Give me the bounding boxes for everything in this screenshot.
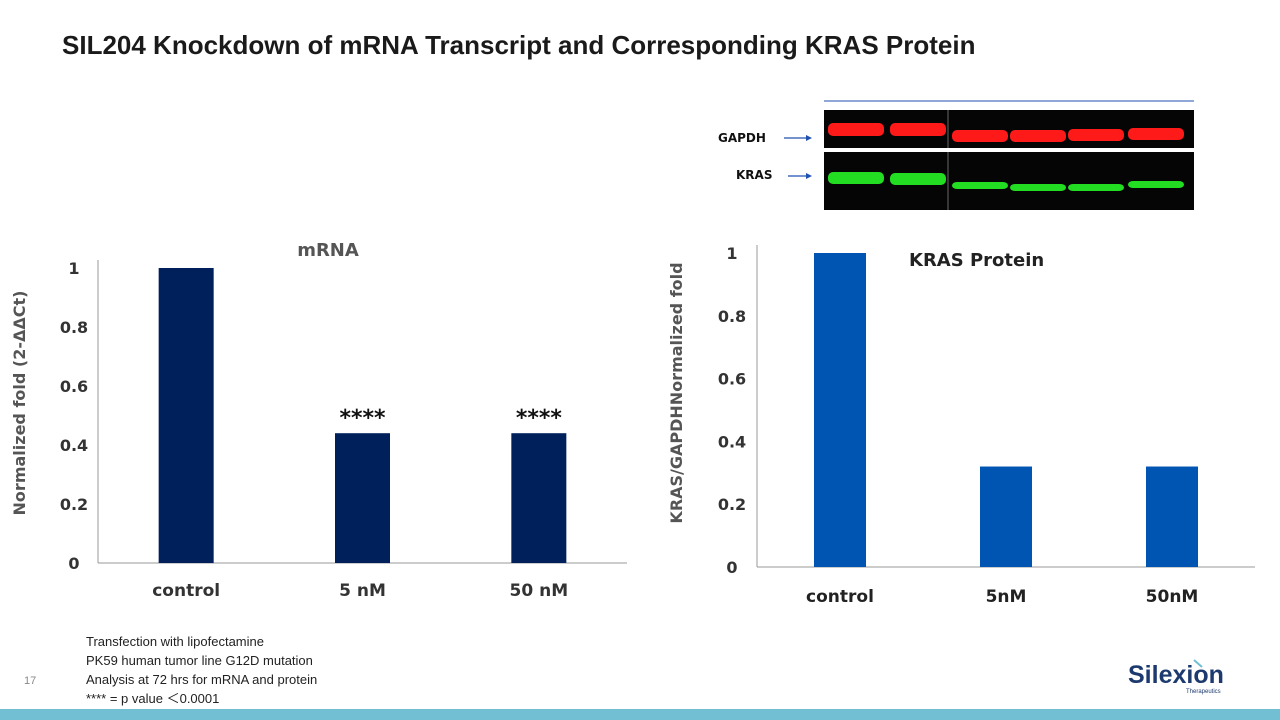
y-tick-label: 0 bbox=[68, 554, 79, 573]
y-tick-label: 0.4 bbox=[718, 432, 746, 451]
y-tick-label: 0.2 bbox=[718, 495, 746, 514]
blot-band bbox=[828, 123, 884, 136]
note-line: Analysis at 72 hrs for mRNA and protein bbox=[86, 672, 318, 687]
blot-band bbox=[952, 130, 1008, 142]
blot-band bbox=[1010, 184, 1066, 191]
bar-5nm bbox=[980, 466, 1032, 567]
note-line: Transfection with lipofectamine bbox=[86, 634, 264, 649]
blot-band bbox=[1010, 130, 1066, 142]
y-tick-label: 0.4 bbox=[60, 436, 88, 455]
footer-accent-bar bbox=[0, 709, 1280, 720]
x-tick-label: control bbox=[806, 587, 874, 607]
logo-name: Silexion bbox=[1128, 661, 1224, 689]
blot-band bbox=[1128, 128, 1184, 140]
y-tick-label: 0.8 bbox=[718, 307, 746, 326]
bar-50nm bbox=[1146, 466, 1198, 567]
blot-label-kras: KRAS bbox=[736, 168, 772, 182]
x-tick-label: 5nM bbox=[986, 587, 1027, 607]
logo-tagline: Therapeutics bbox=[1186, 689, 1221, 695]
y-tick-label: 0 bbox=[726, 558, 737, 577]
chart-title: KRAS Protein bbox=[909, 250, 1044, 271]
silexion-logo: Silexion Therapeutics bbox=[1128, 659, 1224, 695]
y-tick-label: 0.8 bbox=[60, 318, 88, 337]
y-axis-label: Normalized fold (2-ΔΔCt) bbox=[10, 291, 29, 516]
blot-band bbox=[828, 172, 884, 184]
y-tick-label: 0.6 bbox=[60, 377, 88, 396]
blot-band bbox=[1128, 181, 1184, 188]
bar-control bbox=[814, 253, 866, 567]
x-tick-label: 5 nM bbox=[339, 581, 386, 601]
page-number: 17 bbox=[24, 675, 37, 687]
bar-5-nm bbox=[335, 433, 390, 563]
blot-band bbox=[952, 182, 1008, 189]
mrna-chart: 0 0.2 0.4 0.6 0.8 1 control 5 nM **** 50 nM **** mR… bbox=[10, 240, 627, 601]
slide-title: SIL204 Knockdown of mRNA Transcript and … bbox=[62, 30, 976, 60]
bar-control bbox=[158, 268, 214, 563]
x-tick-label: 50 nM bbox=[510, 581, 569, 601]
blot-label-gapdh: GAPDH bbox=[718, 131, 766, 145]
y-tick-label: 0.6 bbox=[718, 370, 746, 389]
chart-title: mRNA bbox=[297, 240, 359, 261]
note-line: **** = p value ＜0.0001 bbox=[86, 691, 220, 706]
kras-arrow-icon bbox=[788, 173, 812, 179]
blot-panels bbox=[824, 110, 1194, 210]
blot-band bbox=[890, 123, 946, 136]
blot-band bbox=[1068, 184, 1124, 191]
western-blot: GAPDH KRAS bbox=[718, 100, 1194, 210]
note-line: PK59 human tumor line G12D mutation bbox=[86, 653, 313, 668]
y-tick-label: 0.2 bbox=[60, 495, 88, 514]
footnotes: Transfection with lipofectamine PK59 hum… bbox=[86, 632, 317, 708]
blot-band bbox=[1068, 129, 1124, 141]
y-tick-label: 1 bbox=[68, 259, 79, 278]
x-tick-label: control bbox=[152, 581, 220, 601]
bar-50-nm bbox=[511, 433, 567, 563]
kras-panel bbox=[824, 152, 1194, 210]
x-tick-label: 50nM bbox=[1146, 587, 1199, 607]
kras-protein-chart: 0 0.2 0.4 0.6 0.8 1 control 5nM 50nM KRAS Protein… bbox=[667, 244, 1255, 607]
blot-band bbox=[890, 173, 946, 185]
y-axis-label: KRAS/GAPDHNormalized fold bbox=[667, 262, 686, 523]
gapdh-arrow-icon bbox=[784, 135, 812, 141]
y-tick-label: 1 bbox=[726, 244, 737, 263]
significance-marker: **** bbox=[339, 406, 386, 431]
significance-marker: **** bbox=[516, 406, 563, 431]
